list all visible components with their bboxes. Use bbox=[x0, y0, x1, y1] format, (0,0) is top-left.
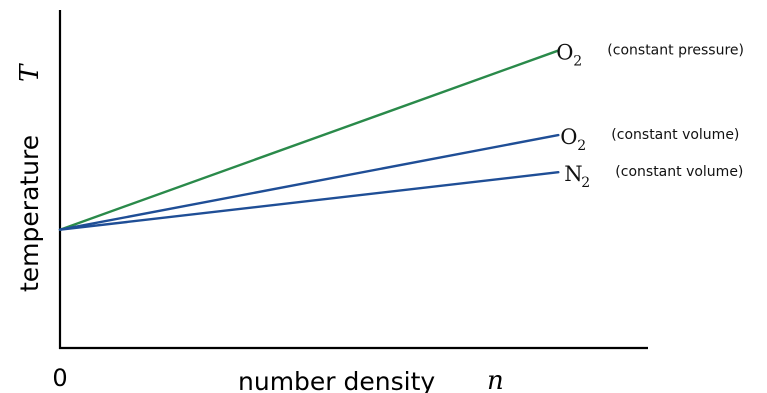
series-label-subscript-n2-constant-volume: 2 bbox=[581, 175, 590, 191]
series-note-o2-constant-pressure: (constant pressure) bbox=[607, 43, 744, 59]
series-label-o2-constant-volume: O bbox=[560, 125, 577, 149]
series-label-subscript-o2-constant-pressure: 2 bbox=[573, 54, 582, 70]
series-line-n2-constant-volume bbox=[58, 171, 560, 231]
series-layer: O 2(constant pressure)O 2(constant volume)… bbox=[58, 41, 744, 231]
x-axis-symbol: n bbox=[487, 366, 504, 393]
series-note-o2-constant-volume: (constant volume) bbox=[611, 127, 739, 143]
series-line-o2-constant-volume bbox=[58, 133, 560, 231]
origin-label: 0 bbox=[52, 364, 67, 392]
x-axis-label: number density bbox=[238, 367, 435, 393]
series-label-o2-constant-pressure: O bbox=[556, 41, 573, 65]
series-note-n2-constant-volume: (constant volume) bbox=[615, 164, 743, 180]
series-line-o2-constant-pressure bbox=[58, 49, 560, 231]
series-label-n2-constant-volume: N bbox=[564, 162, 582, 186]
series-label-subscript-o2-constant-volume: 2 bbox=[577, 138, 586, 154]
y-axis-label: temperature bbox=[15, 135, 44, 292]
y-axis-symbol: T bbox=[15, 63, 45, 82]
